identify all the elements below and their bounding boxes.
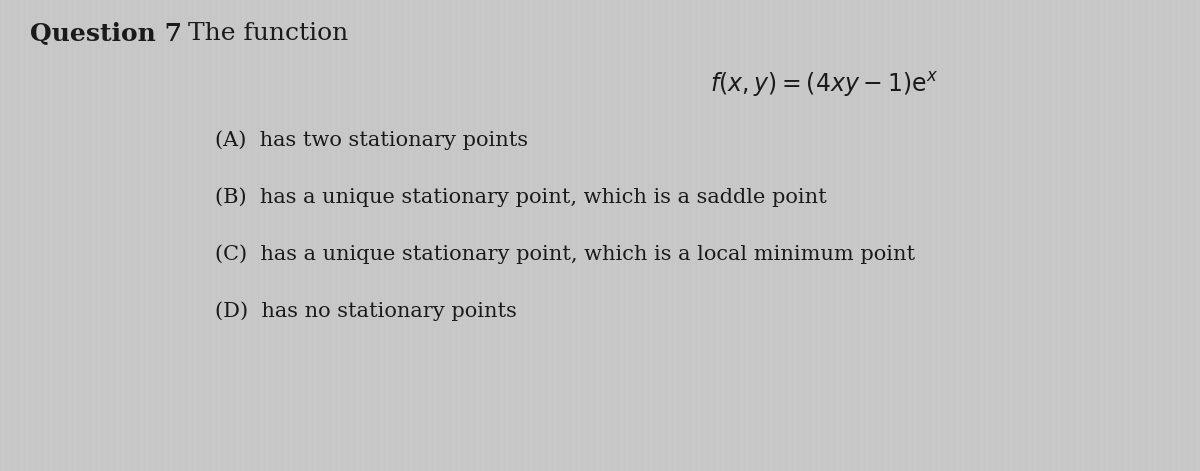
Text: The function: The function bbox=[188, 22, 348, 45]
Text: $f(x, y) = (4xy - 1)\mathrm{e}^{x}$: $f(x, y) = (4xy - 1)\mathrm{e}^{x}$ bbox=[710, 70, 938, 99]
Text: (C)  has a unique stationary point, which is a local minimum point: (C) has a unique stationary point, which… bbox=[215, 244, 916, 264]
Text: (B)  has a unique stationary point, which is a saddle point: (B) has a unique stationary point, which… bbox=[215, 187, 827, 207]
Text: (A)  has two stationary points: (A) has two stationary points bbox=[215, 130, 528, 150]
Text: Question 7: Question 7 bbox=[30, 22, 182, 46]
Text: (D)  has no stationary points: (D) has no stationary points bbox=[215, 301, 517, 321]
